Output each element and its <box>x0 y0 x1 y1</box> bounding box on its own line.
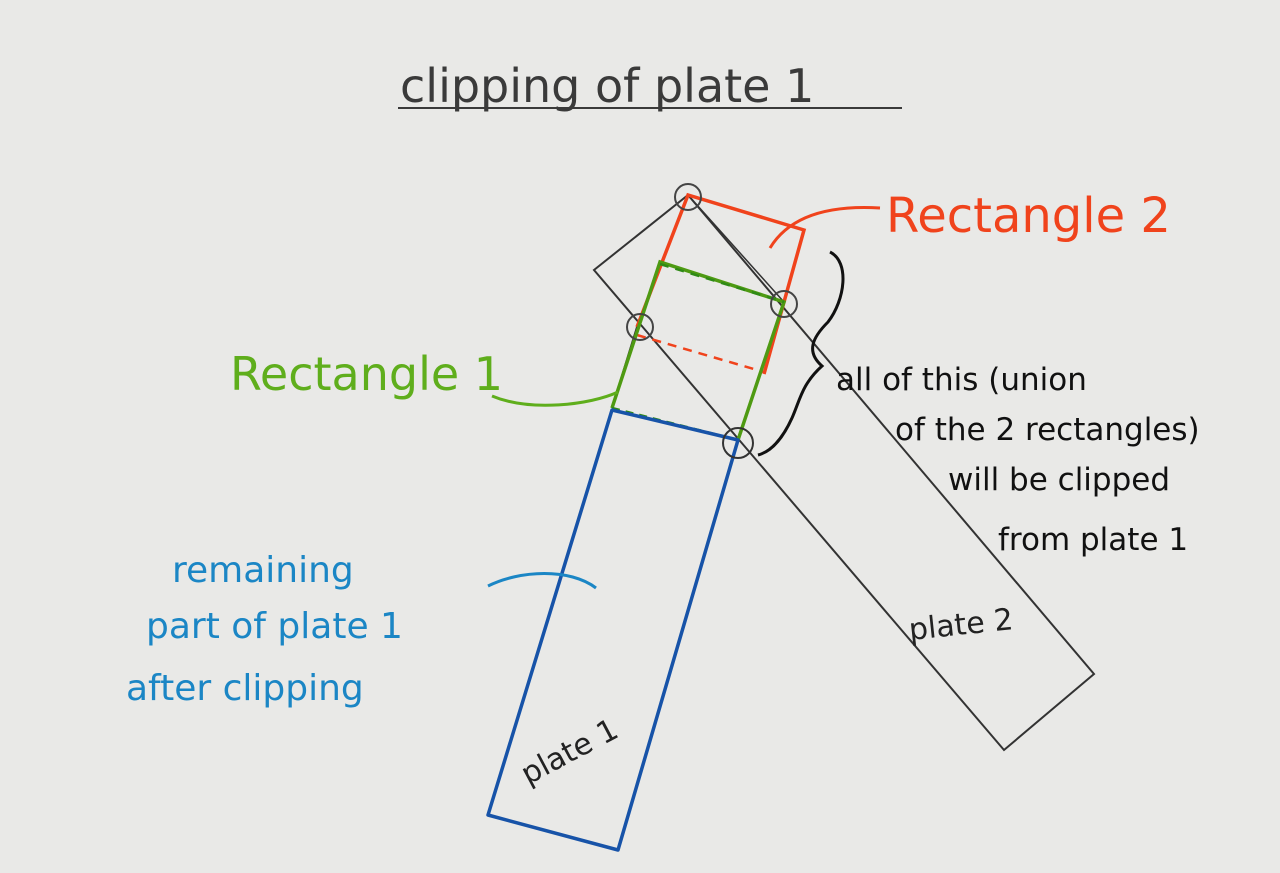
intersection-circle-top <box>674 183 702 211</box>
remaining-note-line-2: part of plate 1 <box>146 606 403 647</box>
label-plate-1: plate 1 <box>515 712 624 792</box>
leader-remaining <box>487 572 597 590</box>
union-brace <box>757 250 845 457</box>
plate-2-outline <box>592 193 1096 752</box>
intersection-circle-left <box>626 313 654 341</box>
leader-rectangle-2 <box>768 206 881 249</box>
diagram-title: clipping of plate 1 <box>400 59 814 113</box>
rectangle-2-bottom-dashed <box>636 333 765 374</box>
remaining-note-line-1: remaining <box>172 550 354 591</box>
union-note-line-1: all of this (union <box>836 362 1087 398</box>
plate-1-remaining-outline <box>486 408 740 852</box>
union-note-line-4: from plate 1 <box>998 522 1188 558</box>
union-note: all of this (union of the 2 rectangles) … <box>836 362 1210 558</box>
label-plate-2: plate 2 <box>907 602 1015 648</box>
leader-rectangle-1 <box>491 390 619 407</box>
rectangle-1-outline <box>610 259 787 441</box>
plate-1-upper-right-edge <box>687 194 785 441</box>
union-note-line-3: will be clipped <box>948 462 1170 498</box>
intersection-circle-right <box>770 290 798 318</box>
remaining-note: remaining part of plate 1 after clipping <box>126 550 414 709</box>
intersection-circle-bottom <box>722 427 754 459</box>
union-note-line-2: of the 2 rectangles) <box>895 412 1200 448</box>
label-rectangle-1: Rectangle 1 <box>230 347 503 401</box>
remaining-note-line-3: after clipping <box>126 668 364 709</box>
label-rectangle-2: Rectangle 2 <box>886 188 1171 244</box>
rectangle-1-top-dashed <box>659 262 785 304</box>
